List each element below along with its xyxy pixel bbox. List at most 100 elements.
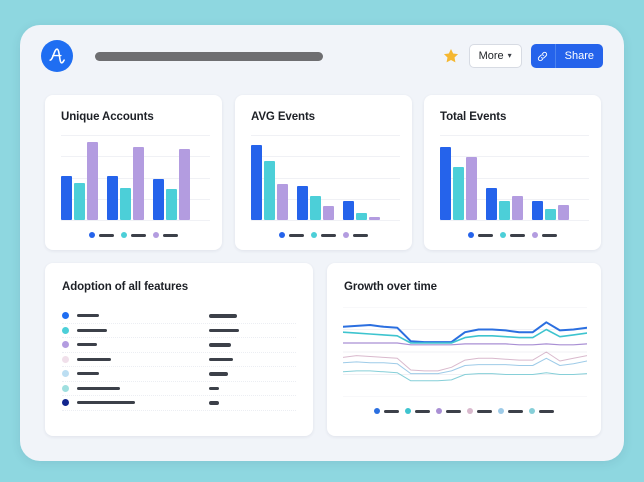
legend-label-placeholder [542, 233, 557, 237]
list-item[interactable] [62, 309, 296, 324]
card-title: Unique Accounts [61, 111, 154, 123]
feature-value-placeholder [209, 401, 219, 405]
feature-name-placeholder [77, 314, 99, 318]
legend-item[interactable] [343, 232, 368, 238]
bar[interactable] [369, 217, 380, 220]
legend-item[interactable] [467, 408, 492, 414]
legend-item[interactable] [532, 232, 557, 238]
bar[interactable] [264, 160, 275, 220]
dashboard-header: More ▾ Share [20, 25, 624, 87]
line-series[interactable] [343, 351, 587, 372]
card-total-events[interactable]: Total Events [424, 95, 601, 250]
legend-item[interactable] [311, 232, 336, 238]
list-item[interactable] [62, 382, 296, 396]
gridline [440, 177, 589, 179]
legend-label-placeholder [415, 409, 430, 413]
legend-item[interactable] [500, 232, 525, 238]
bar[interactable] [466, 157, 477, 220]
legend-item[interactable] [374, 408, 399, 414]
list-item[interactable] [62, 353, 296, 367]
star-icon[interactable] [442, 47, 460, 65]
bar[interactable] [343, 201, 354, 220]
bar[interactable] [297, 186, 308, 220]
list-item[interactable] [62, 324, 296, 338]
bar[interactable] [251, 145, 262, 220]
chart-legend [235, 232, 412, 238]
card-title: Adoption of all features [62, 281, 189, 293]
list-item[interactable] [62, 338, 296, 353]
feature-value-placeholder [209, 343, 231, 347]
card-adoption-of-all-features[interactable]: Adoption of all features [45, 263, 313, 436]
legend-dot-icon [500, 232, 506, 238]
gridline [61, 220, 210, 221]
legend-item[interactable] [121, 232, 146, 238]
legend-dot-icon [532, 232, 538, 238]
legend-item[interactable] [436, 408, 461, 414]
legend-dot-icon [153, 232, 159, 238]
series-dot-icon [62, 312, 69, 320]
feature-value-placeholder [209, 314, 237, 318]
line-series[interactable] [343, 321, 587, 344]
feature-value-placeholder [209, 386, 219, 390]
chart-legend [424, 232, 601, 238]
bar[interactable] [532, 201, 543, 220]
bar[interactable] [179, 148, 190, 220]
bar[interactable] [440, 146, 451, 220]
bar[interactable] [107, 175, 118, 220]
bar[interactable] [310, 196, 321, 220]
bar[interactable] [61, 175, 72, 220]
legend-label-placeholder [510, 233, 525, 237]
link-icon[interactable] [531, 44, 556, 68]
legend-item[interactable] [279, 232, 304, 238]
legend-label-placeholder [539, 409, 554, 413]
list-item[interactable] [62, 367, 296, 382]
bar[interactable] [120, 187, 131, 220]
dashboard-title-placeholder[interactable] [95, 51, 323, 61]
line-series[interactable] [343, 357, 587, 375]
bar[interactable] [166, 189, 177, 220]
line-series[interactable] [343, 342, 587, 346]
legend-label-placeholder [131, 233, 146, 237]
legend-item[interactable] [529, 408, 554, 414]
bar[interactable] [486, 187, 497, 220]
bar[interactable] [153, 179, 164, 220]
card-title: AVG Events [251, 111, 315, 123]
share-button[interactable]: Share [556, 44, 603, 68]
bar[interactable] [323, 206, 334, 220]
list-item[interactable] [62, 396, 296, 411]
gridline [251, 220, 400, 221]
bar-group [343, 135, 380, 220]
bar-group [251, 135, 288, 220]
amplitude-logo-icon[interactable] [41, 40, 73, 72]
bar[interactable] [356, 213, 367, 220]
legend-item[interactable] [405, 408, 430, 414]
legend-item[interactable] [153, 232, 178, 238]
legend-item[interactable] [498, 408, 523, 414]
bar[interactable] [499, 201, 510, 220]
share-button-group: Share [530, 44, 603, 68]
card-unique-accounts[interactable]: Unique Accounts [45, 95, 222, 250]
series-dot-icon [62, 384, 69, 392]
more-button[interactable]: More ▾ [468, 44, 522, 68]
legend-dot-icon [343, 232, 349, 238]
legend-dot-icon [467, 408, 473, 414]
bar[interactable] [545, 208, 556, 220]
feature-name-placeholder [77, 386, 120, 390]
gridline [251, 135, 400, 136]
bar[interactable] [453, 167, 464, 220]
bar-groups [251, 135, 400, 220]
legend-item[interactable] [89, 232, 114, 238]
line-series[interactable] [343, 370, 587, 382]
bar[interactable] [558, 204, 569, 220]
feature-name-placeholder [77, 357, 111, 361]
bar[interactable] [512, 196, 523, 220]
feature-name-placeholder [77, 401, 135, 405]
bar[interactable] [277, 184, 288, 220]
line-series[interactable] [343, 328, 587, 344]
card-growth-over-time[interactable]: Growth over time [327, 263, 601, 436]
bar[interactable] [133, 146, 144, 220]
legend-item[interactable] [468, 232, 493, 238]
bar[interactable] [74, 182, 85, 220]
bar[interactable] [87, 141, 98, 220]
card-avg-events[interactable]: AVG Events [235, 95, 412, 250]
